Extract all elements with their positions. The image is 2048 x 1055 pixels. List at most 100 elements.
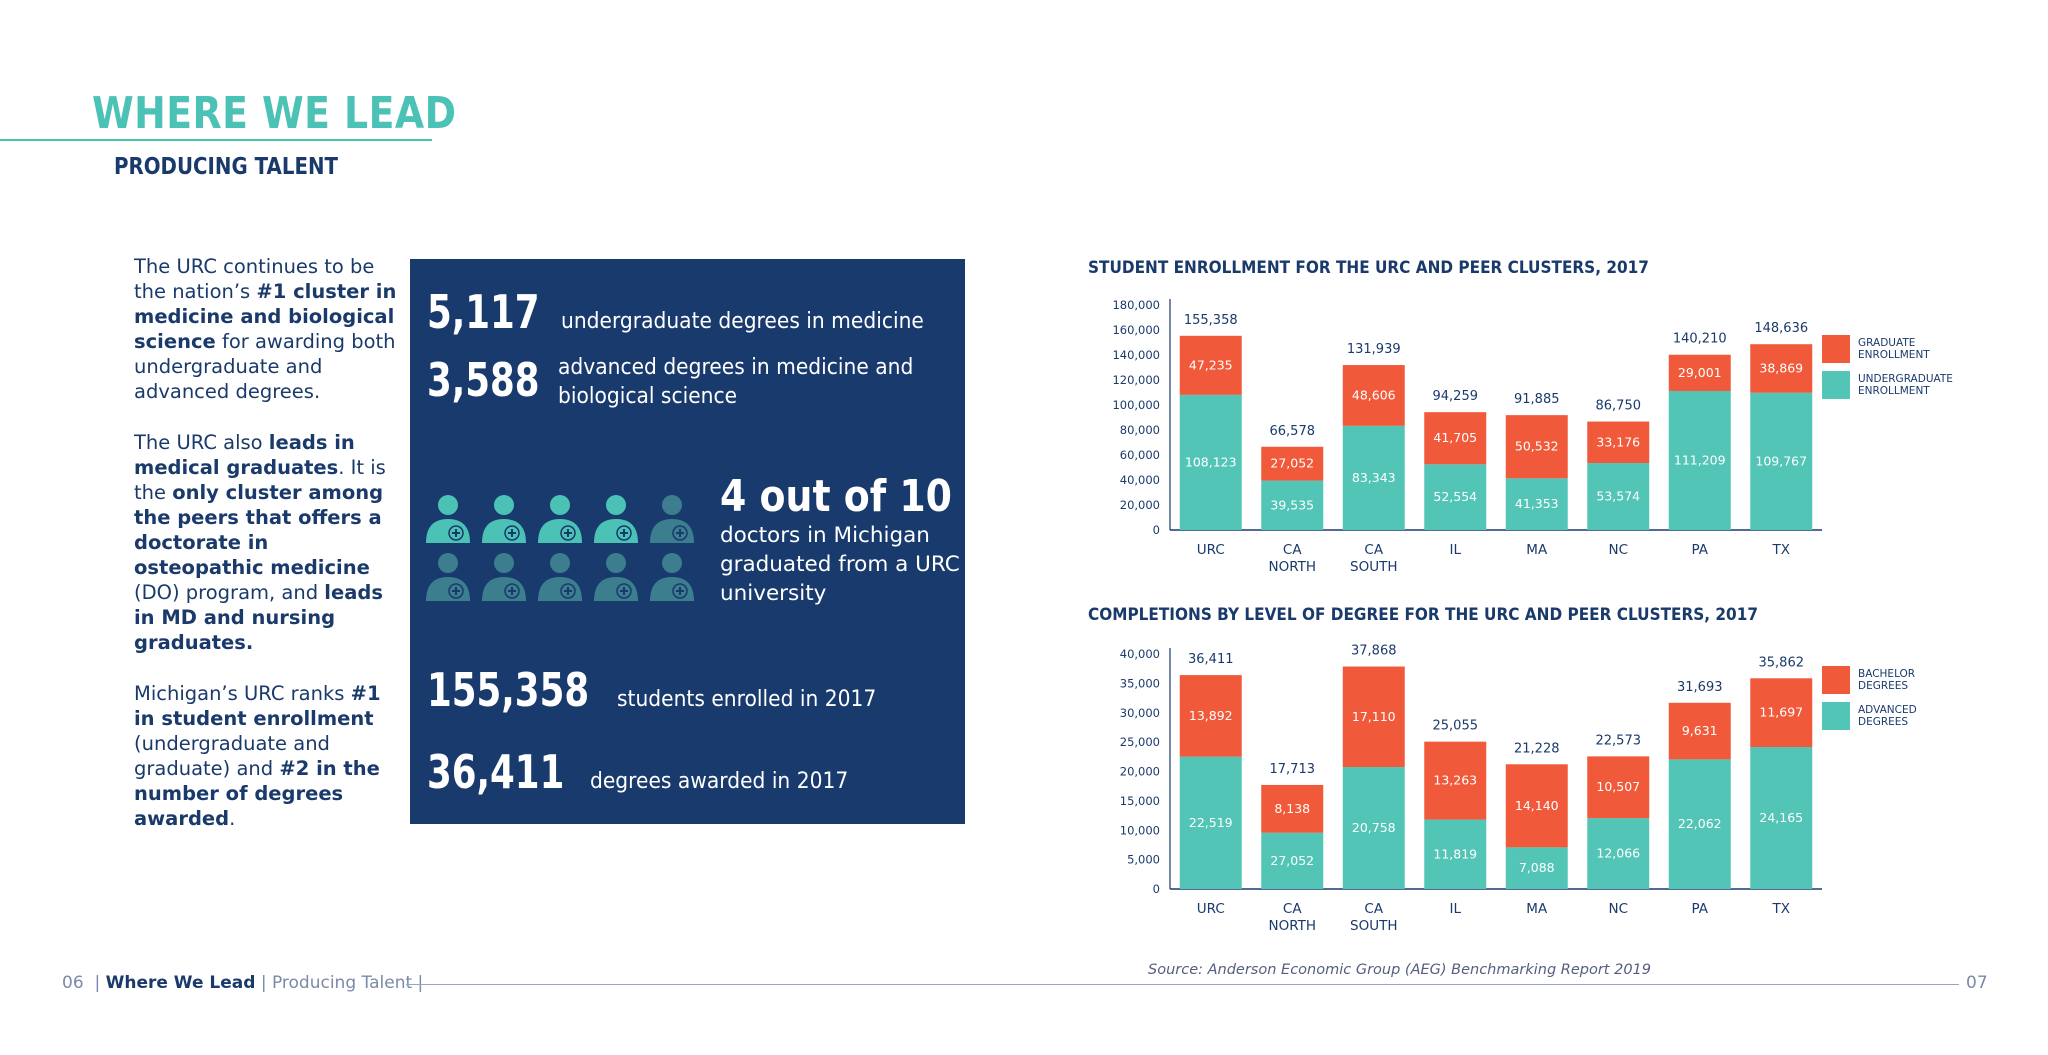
bar-segment: [1587, 421, 1650, 464]
x-tick-label: MA: [1526, 901, 1548, 917]
stat-advanced-medicine: 3,588: [427, 353, 558, 407]
bar-segment: [1179, 675, 1242, 757]
page-subtitle: PRODUCING TALENT: [114, 154, 339, 180]
x-tick-label: IL: [1449, 542, 1461, 558]
x-tick-label: CA: [1364, 901, 1383, 917]
bar-segment: [1179, 335, 1242, 395]
y-tick-label: 180,000: [1112, 298, 1160, 312]
stat-value: 36,411: [427, 745, 565, 799]
x-tick-label: MA: [1526, 542, 1548, 558]
bar-total-label: 86,750: [1596, 399, 1642, 414]
bar-value-label: 48,606: [1352, 387, 1396, 402]
bar-value-label: 38,869: [1759, 360, 1803, 375]
bar-value-label: 109,767: [1755, 453, 1807, 468]
bar-segment: [1668, 390, 1731, 530]
legend-label: GRADUATE: [1858, 337, 1915, 349]
x-tick-label: URC: [1197, 901, 1225, 917]
y-tick-label: 5,000: [1127, 853, 1160, 867]
y-tick-label: 40,000: [1120, 647, 1160, 661]
legend-swatch: [1822, 371, 1850, 399]
y-tick-label: 60,000: [1120, 448, 1160, 462]
y-tick-label: 25,000: [1120, 735, 1160, 749]
bar-value-label: 20,758: [1352, 820, 1396, 835]
y-tick-label: 140,000: [1112, 348, 1160, 362]
bar-segment: [1668, 759, 1731, 889]
footer-section: Where We Lead: [105, 973, 256, 993]
bar-segment: [1179, 756, 1242, 889]
ratio-description: doctors in Michigan graduated from a URC…: [720, 523, 960, 606]
bar-value-label: 33,176: [1596, 434, 1640, 449]
bar-total-label: 17,713: [1270, 762, 1316, 777]
doctor-icon: [538, 553, 582, 601]
bar-value-label: 11,819: [1433, 846, 1477, 861]
bar-segment: [1424, 819, 1487, 889]
legend-swatch: [1822, 702, 1850, 730]
legend-label: ADVANCED: [1858, 704, 1917, 716]
bar-value-label: 53,574: [1596, 489, 1640, 504]
y-tick-label: 20,000: [1120, 498, 1160, 512]
y-tick-label: 160,000: [1112, 323, 1160, 337]
bar-segment: [1587, 463, 1650, 530]
x-tick-label: CA: [1283, 901, 1302, 917]
stat-advanced-label: advanced degrees in medicine and biologi…: [558, 355, 914, 409]
bar-value-label: 27,052: [1270, 456, 1314, 471]
bar-value-label: 11,697: [1759, 705, 1803, 720]
legend-label: ENROLLMENT: [1858, 385, 1930, 397]
bar-segment: [1750, 747, 1813, 889]
legend-swatch: [1822, 335, 1850, 363]
bar-segment: [1342, 365, 1405, 426]
legend-swatch: [1822, 666, 1850, 694]
doctor-icon: [482, 495, 526, 543]
bar-total-label: 22,573: [1596, 733, 1642, 748]
source-note: Source: Anderson Economic Group (AEG) Be…: [1148, 962, 1651, 978]
bar-segment: [1342, 666, 1405, 768]
y-tick-label: 35,000: [1120, 676, 1160, 690]
bar-segment: [1424, 741, 1487, 820]
y-tick-label: 15,000: [1120, 794, 1160, 808]
y-tick-label: 120,000: [1112, 373, 1160, 387]
x-tick-label: NC: [1608, 542, 1628, 558]
bar-total-label: 35,862: [1759, 655, 1805, 670]
footer-subsection: Producing Talent: [271, 973, 413, 993]
y-tick-label: 0: [1153, 523, 1160, 537]
bar-value-label: 10,507: [1596, 779, 1640, 794]
enrollment-chart: 0 20,000 40,000 60,000 80,000 100,000 120,000 1…: [1112, 298, 1953, 575]
bar-segment: [1342, 425, 1405, 530]
bar-total-label: 140,210: [1673, 332, 1727, 347]
page-number-right: 07: [1966, 973, 1988, 993]
x-tick-label: SOUTH: [1350, 559, 1397, 575]
legend-label: DEGREES: [1858, 680, 1908, 692]
bar-segment: [1505, 847, 1568, 889]
x-tick-label: NORTH: [1268, 918, 1316, 934]
bar-segment: [1587, 756, 1650, 819]
bar-value-label: 12,066: [1596, 846, 1640, 861]
bar-total-label: 37,868: [1351, 644, 1397, 659]
stat-label: students enrolled in 2017: [616, 687, 876, 712]
bar-segment: [1505, 478, 1568, 530]
intro-paragraph-2: The URC also leads in medical graduates.…: [134, 431, 386, 654]
bar-value-label: 22,062: [1678, 816, 1722, 831]
bar-value-label: 13,263: [1433, 773, 1477, 788]
bar-value-label: 17,110: [1352, 709, 1396, 724]
y-tick-label: 100,000: [1112, 398, 1160, 412]
bar-value-label: 22,519: [1189, 815, 1233, 830]
doctor-icon: [538, 495, 582, 543]
y-tick-label: 80,000: [1120, 423, 1160, 437]
footer-rule: [406, 984, 1959, 985]
bar-total-label: 94,259: [1433, 389, 1479, 404]
bar-segment: [1424, 412, 1487, 465]
bar-segment: [1179, 394, 1242, 530]
chart-title-completions: COMPLETIONS BY LEVEL OF DEGREE FOR THE U…: [1088, 605, 1759, 625]
bar-value-label: 14,140: [1515, 798, 1559, 813]
bar-segment: [1342, 767, 1405, 889]
bar-value-label: 27,052: [1270, 853, 1314, 868]
y-tick-label: 10,000: [1120, 823, 1160, 837]
bar-value-label: 52,554: [1433, 489, 1477, 504]
x-tick-label: NC: [1608, 901, 1628, 917]
x-tick-label: CA: [1364, 542, 1383, 558]
page-title: WHERE WE LEAD: [92, 88, 457, 139]
bar-segment: [1668, 702, 1731, 760]
y-tick-label: 0: [1153, 882, 1160, 896]
bar-value-label: 108,123: [1185, 454, 1237, 469]
doctor-icon: [650, 553, 694, 601]
